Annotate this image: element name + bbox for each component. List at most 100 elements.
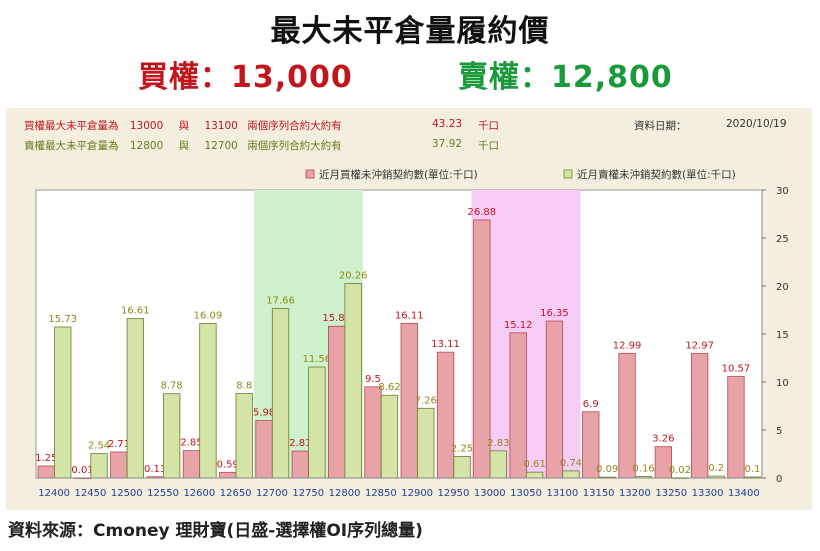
x-tick-label-12700: 12700 xyxy=(256,488,288,499)
call-bar-13300 xyxy=(691,353,709,479)
put-value-label-12750: 11.56 xyxy=(303,354,332,365)
x-tick-label-13000: 13000 xyxy=(474,488,506,499)
x-tick-label-12600: 12600 xyxy=(183,488,215,499)
call-info-value: 43.23 xyxy=(432,118,463,130)
call-value-label-12650: 0.59 xyxy=(217,459,239,470)
call-value-label-13250: 3.26 xyxy=(652,434,674,445)
call-value-label-12700: 5.98 xyxy=(253,408,275,419)
put-value-label-13100: 0.74 xyxy=(560,458,582,469)
put-bar-12450 xyxy=(90,453,108,479)
call-info-prefix: 買權最大未平倉量為 xyxy=(24,120,119,132)
call-bar-13400 xyxy=(727,376,745,479)
put-value-label-13200: 0.16 xyxy=(632,463,654,474)
put-info-value: 37.92 xyxy=(432,138,463,150)
y-tick-label-15: 15 xyxy=(776,330,789,341)
put-info-prefix: 賣權最大未平倉量為 xyxy=(24,140,119,152)
put-bar-12600 xyxy=(199,323,217,479)
put-value-label-13150: 0.09 xyxy=(596,464,618,475)
call-value-label-12800: 15.81 xyxy=(322,313,351,324)
x-tick-label-12500: 12500 xyxy=(111,488,143,499)
put-value-label-12900: 7.26 xyxy=(415,395,437,406)
legend-label-1: 近月賣權未沖銷契約數(單位:千口) xyxy=(577,168,736,181)
call-info-conj: 與 xyxy=(178,120,190,132)
y-tick-label-0: 0 xyxy=(776,474,782,485)
call-value-label-12750: 2.81 xyxy=(289,438,311,449)
y-tick-label-5: 5 xyxy=(776,426,782,437)
put-info-unit: 千口 xyxy=(478,140,499,152)
call-bar-12850 xyxy=(364,386,382,479)
x-tick-label-12750: 12750 xyxy=(292,488,324,499)
x-tick-label-12450: 12450 xyxy=(75,488,107,499)
put-bar-12550 xyxy=(162,393,181,479)
call-value-label-12600: 2.85 xyxy=(180,438,202,449)
call-info-strike2: 13100 xyxy=(204,120,238,132)
y-tick-label-20: 20 xyxy=(776,282,789,293)
put-bar-12700 xyxy=(271,308,290,479)
call-value-label-12500: 2.71 xyxy=(108,439,130,450)
put-bar-12400 xyxy=(54,326,72,479)
call-bar-12650 xyxy=(219,471,237,479)
legend-swatch-0 xyxy=(305,169,315,179)
put-bar-12850 xyxy=(380,394,399,479)
call-bar-12950 xyxy=(436,351,455,479)
put-value-label-13050: 0.61 xyxy=(524,459,546,470)
call-value-label-12900: 16.11 xyxy=(395,310,424,321)
y-tick-label-30: 30 xyxy=(776,186,789,197)
put-bar-12950 xyxy=(453,455,471,479)
put-info-conj: 與 xyxy=(178,140,190,152)
call-info-strike1: 13000 xyxy=(129,120,164,132)
x-tick-label-12800: 12800 xyxy=(329,488,361,499)
put-info-line: 賣權最大未平倉量為 12800 與 12700 兩個序列合約大約有 xyxy=(24,138,342,153)
x-tick-label-12950: 12950 xyxy=(438,488,470,499)
bar-chart: 0 5 10 15 20 25 30 1.25 15.73 12400 0.01 2.54 12450 2… xyxy=(35,168,789,499)
put-bar-13000 xyxy=(489,450,508,479)
x-tick-label-12550: 12550 xyxy=(147,488,179,499)
x-tick-label-12900: 12900 xyxy=(401,488,433,499)
x-tick-label-13400: 13400 xyxy=(728,488,760,499)
call-bar-13200 xyxy=(618,352,636,479)
chart-panel: 買權最大未平倉量為 13000 與 13100 兩個序列合約大約有 43.23 … xyxy=(6,108,812,510)
x-tick-label-13100: 13100 xyxy=(546,488,578,499)
legend-label-0: 近月買權未沖銷契約數(單位:千口) xyxy=(319,168,478,181)
call-value-label-13150: 6.9 xyxy=(583,399,599,410)
call-value-label-12550: 0.13 xyxy=(144,464,166,475)
put-value-label-12850: 8.62 xyxy=(378,382,400,393)
legend-swatch-1 xyxy=(563,169,573,179)
call-bar-12750 xyxy=(291,450,310,479)
page-title: 最大未平倉量履約價 xyxy=(270,14,550,49)
call-bar-13100 xyxy=(545,320,564,479)
put-value-label-13000: 2.83 xyxy=(487,438,509,449)
call-info-line: 買權最大未平倉量為 13000 與 13100 兩個序列合約大約有 xyxy=(24,118,342,133)
put-info-strike1: 12800 xyxy=(129,140,164,152)
call-value-label-13100: 16.35 xyxy=(540,308,569,319)
call-bar-12500 xyxy=(110,451,128,479)
call-value-label-12400: 1.25 xyxy=(35,453,57,464)
put-value-label-12500: 16.61 xyxy=(121,306,150,317)
call-value-label-13050: 15.12 xyxy=(504,320,533,331)
put-value-label-13400: 0.1 xyxy=(744,464,760,475)
call-value-label-13000: 26.88 xyxy=(468,207,497,218)
put-value-label-13300: 0.2 xyxy=(708,463,724,474)
y-tick-label-10: 10 xyxy=(776,378,789,389)
x-tick-label-13150: 13150 xyxy=(583,488,615,499)
put-bar-13050 xyxy=(526,471,544,479)
date-label: 資料日期： xyxy=(634,120,687,132)
put-value-label-12600: 16.09 xyxy=(194,311,223,322)
put-value-label-12700: 17.66 xyxy=(266,295,295,306)
put-value-label-12800: 20.26 xyxy=(339,271,368,282)
put-value-label-12550: 8.78 xyxy=(161,381,183,392)
put-bar-12750 xyxy=(308,366,326,479)
call-bar-13050 xyxy=(509,332,527,479)
plot-area xyxy=(35,189,763,479)
call-value-label-13400: 10.57 xyxy=(722,364,751,375)
put-value-label-13250: 0.02 xyxy=(669,465,691,476)
x-tick-label-13300: 13300 xyxy=(692,488,724,499)
x-tick-label-13200: 13200 xyxy=(619,488,651,499)
x-tick-label-13050: 13050 xyxy=(510,488,542,499)
call-max-strike-label: 買權：13,000 xyxy=(138,60,353,95)
call-value-label-12450: 0.01 xyxy=(71,465,93,476)
call-info-unit: 千口 xyxy=(478,120,499,132)
call-value-label-13300: 12.97 xyxy=(685,340,714,351)
call-value-label-13200: 12.99 xyxy=(613,340,642,351)
x-tick-label-12400: 12400 xyxy=(38,488,70,499)
